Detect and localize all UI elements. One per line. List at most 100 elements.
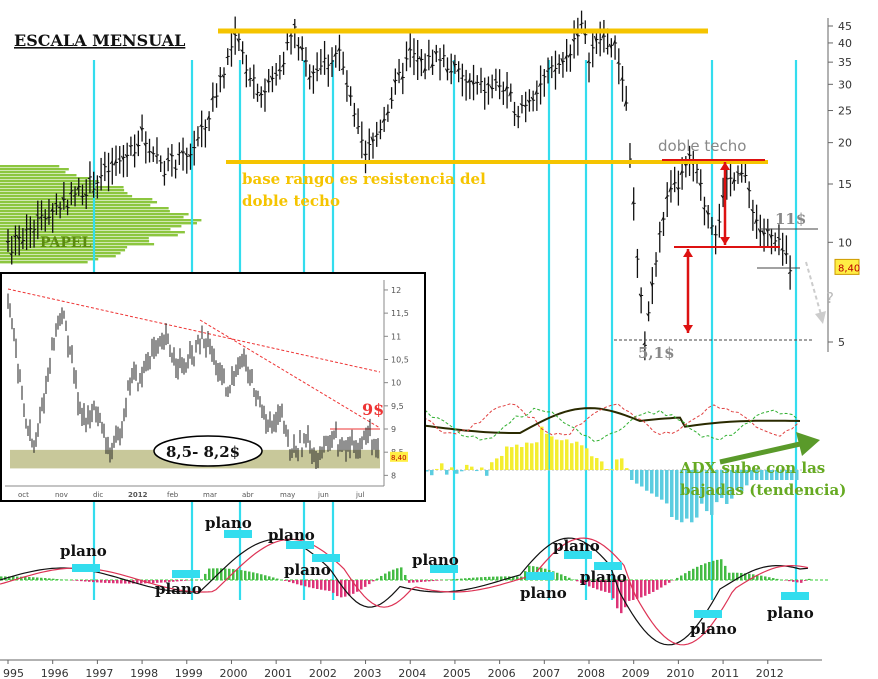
adx-bar <box>615 459 619 470</box>
macd-bar <box>512 576 515 580</box>
macd-bar <box>340 580 343 598</box>
price-tick <box>787 271 791 274</box>
inset-x-tick-label: oct <box>18 491 29 499</box>
x-tick-label: 2004 <box>398 667 426 679</box>
price-tick <box>296 44 299 47</box>
adx-line <box>419 407 801 434</box>
inset-range-ellipse <box>153 435 263 467</box>
adx-bar <box>760 470 764 480</box>
macd-bar <box>516 576 519 580</box>
price-tick <box>244 71 247 74</box>
price-tick <box>128 145 132 148</box>
macd-bar <box>0 576 3 580</box>
macd-bar <box>160 580 163 583</box>
price-tick <box>497 84 501 89</box>
inset-x-tick-label: nov <box>55 491 68 499</box>
adx-bar <box>485 470 489 476</box>
price-tick <box>299 46 303 51</box>
plano-marker <box>224 530 252 538</box>
macd-bar <box>252 572 255 580</box>
inset-x-tick-label: may <box>280 491 295 499</box>
price-tick <box>433 50 437 55</box>
x-tick-label: 2012 <box>756 667 784 679</box>
adx-bar <box>770 470 774 480</box>
x-tick-label: 1997 <box>85 667 113 679</box>
macd-bar <box>296 580 299 585</box>
macd-bar <box>224 568 227 580</box>
adx-bar <box>780 470 784 480</box>
adx-bar <box>745 470 749 486</box>
macd-bar <box>488 576 491 580</box>
red-arrow-head <box>720 162 730 170</box>
adx-bar <box>570 443 574 470</box>
macd-bar <box>556 572 559 580</box>
macd-bar <box>660 580 663 588</box>
macd-bar <box>396 568 399 580</box>
price-tick <box>363 153 366 157</box>
macd-bar <box>168 580 171 583</box>
adx-bar <box>585 448 589 470</box>
inset-x-tick-label: dic <box>93 491 103 499</box>
plano-label: plano <box>155 580 202 598</box>
macd-bar <box>244 570 247 580</box>
price-tick <box>169 153 173 157</box>
adx-bar <box>790 470 794 480</box>
price-tick <box>538 82 542 88</box>
macd-bar <box>268 576 271 580</box>
adx-bar <box>560 440 564 470</box>
adx-bar <box>705 470 709 512</box>
adx-bar <box>505 446 509 470</box>
price-tick <box>523 104 527 108</box>
macd-bar <box>60 579 63 580</box>
price-tick <box>761 230 765 237</box>
inset-y-tick-label: 11,5 <box>391 309 409 318</box>
price-tick <box>124 153 128 159</box>
price-tick <box>344 82 348 85</box>
price-tick <box>83 193 87 197</box>
price-tick <box>39 216 42 220</box>
adx-bar <box>515 444 519 470</box>
price-tick <box>135 143 139 148</box>
adx-bar <box>750 470 754 480</box>
price-tick <box>385 111 389 116</box>
macd-bar <box>40 577 43 580</box>
inset-y-tick-label: 9,5 <box>391 402 404 411</box>
adx-bar <box>435 468 439 470</box>
x-tick-label: 2010 <box>666 667 694 679</box>
adx-bar <box>465 464 469 470</box>
plano-marker <box>526 572 554 580</box>
adx-bar <box>645 470 649 491</box>
plano-marker <box>72 564 100 572</box>
price-tick <box>780 247 784 251</box>
price-tick <box>68 192 72 195</box>
price-tick <box>672 182 676 186</box>
adx-bar <box>500 455 504 470</box>
price-tick <box>646 313 650 317</box>
inset-x-tick-label: abr <box>242 491 254 499</box>
macd-bar <box>156 580 159 583</box>
price-tick <box>359 140 363 143</box>
price-tick <box>657 232 661 235</box>
plano-marker <box>694 610 722 618</box>
price-tick <box>348 94 352 98</box>
price-tick <box>702 207 705 210</box>
macd-bar <box>416 580 419 583</box>
price-tick <box>526 99 530 104</box>
macd-bar <box>84 580 87 582</box>
price-tick <box>24 229 27 231</box>
macd-bar <box>796 580 799 583</box>
plano-label: plano <box>767 604 814 622</box>
adx-bar <box>730 470 734 499</box>
y-tick-label: 40 <box>838 37 852 50</box>
adx-bar <box>680 470 684 523</box>
price-tick <box>445 68 448 74</box>
macd-bar <box>284 580 287 581</box>
adx-panel: ADX sube con las bajadas (tendencia) <box>419 403 846 523</box>
macd-bar <box>676 577 679 580</box>
price-tick <box>400 75 404 80</box>
macd-bar <box>212 568 215 580</box>
price-tick <box>426 54 430 57</box>
adx-bar <box>725 470 729 504</box>
adx-bar <box>545 433 549 470</box>
adx-bar <box>475 470 479 472</box>
